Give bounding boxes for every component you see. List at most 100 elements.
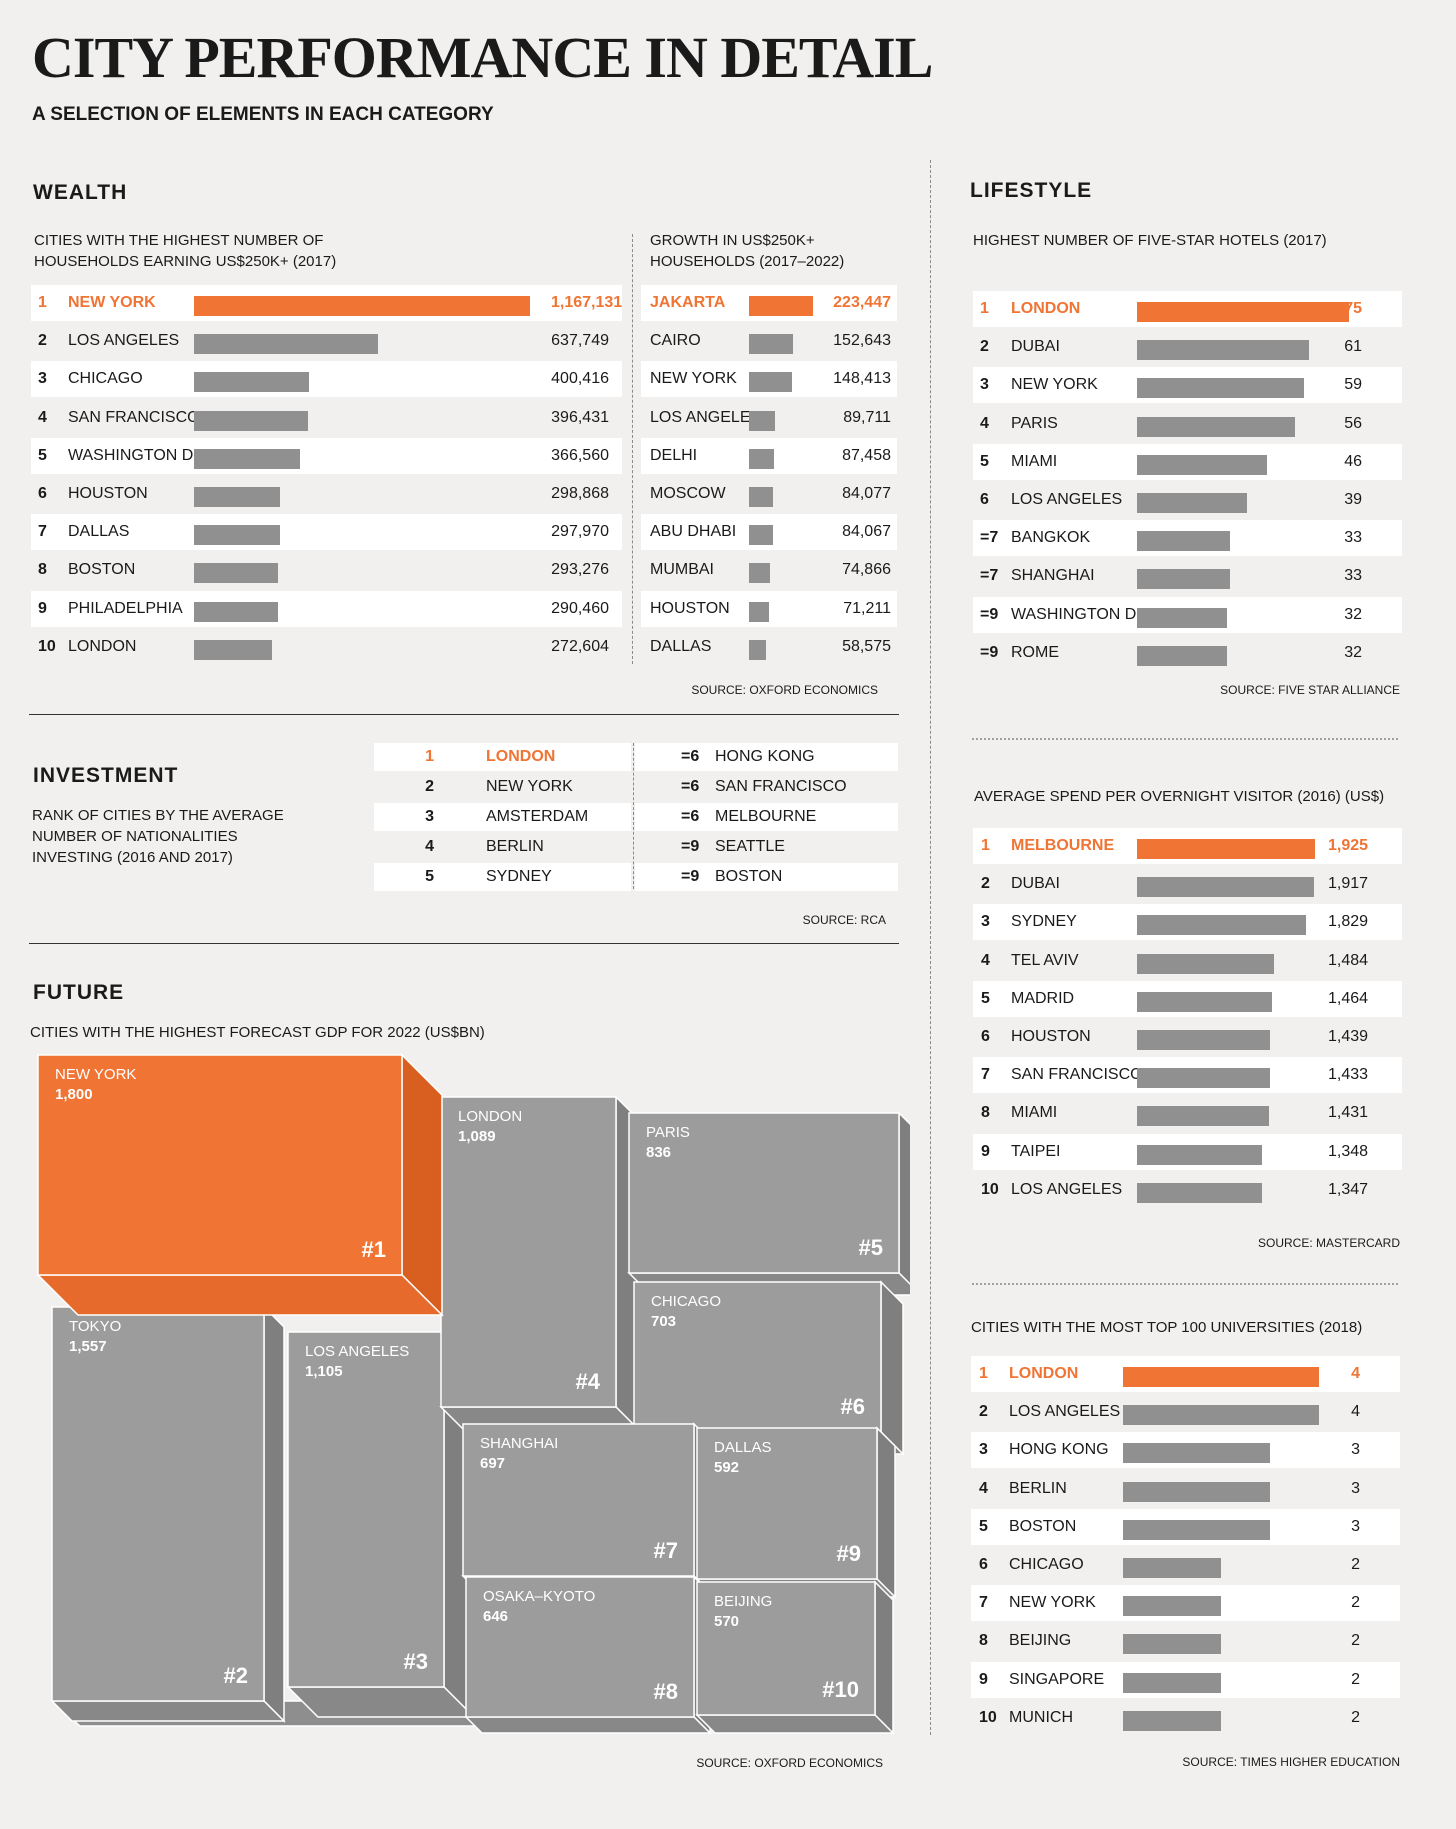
block-bottom-face [50, 1700, 286, 1722]
city-label: LONDON [1011, 300, 1081, 317]
universities-source: SOURCE: TIMES HIGHER EDUCATION [1182, 1755, 1400, 1769]
city-label: ABU DHABI [650, 523, 737, 541]
data-label: 2 [1351, 1556, 1360, 1573]
spend-source: SOURCE: MASTERCARD [1257, 1236, 1400, 1250]
city-label: MIAMI [1011, 1104, 1058, 1122]
rank-label: 6 [980, 491, 989, 508]
block-city-label: LOS ANGELES [305, 1343, 409, 1360]
data-label: 89,711 [843, 408, 891, 426]
rank-label: 5 [425, 868, 434, 885]
block-value-label: 697 [480, 1455, 505, 1472]
data-label: 3 [1351, 1441, 1360, 1459]
column-divider [930, 160, 931, 1735]
bar [1137, 1030, 1270, 1050]
block-value-label: 836 [646, 1144, 671, 1161]
city-label: BERLIN [1009, 1479, 1067, 1497]
city-label: LONDON [486, 748, 556, 765]
city-label: MUMBAI [650, 561, 714, 579]
rank-label: 6 [38, 485, 47, 502]
block-value-label: 592 [714, 1459, 739, 1476]
data-label: 400,416 [551, 370, 609, 388]
city-label: HOUSTON [650, 599, 730, 617]
bar [1137, 531, 1230, 552]
investment-row: =9 BOSTON [635, 863, 898, 891]
data-label: 33 [1344, 529, 1362, 547]
bar [1123, 1672, 1221, 1693]
investment-row: =6 HONG KONG [635, 743, 898, 771]
investment-table: 1 LONDON 2 NEW YORK 3 AMSTERDAM 4 BERLIN 5 SYDNEY… [374, 743, 898, 891]
city-label: MUNICH [1009, 1708, 1073, 1726]
rank-label: 1 [38, 294, 47, 311]
wealth-source: SOURCE: OXFORD ECONOMICS [691, 683, 878, 697]
table-row: 5 MADRID 1,464 [973, 980, 1402, 1017]
city-label: PHILADELPHIA [68, 599, 183, 617]
rank-label: 1 [981, 837, 990, 854]
bar [1137, 454, 1267, 475]
rank-label: =9 [681, 838, 700, 855]
city-label: NEW YORK [1011, 376, 1098, 394]
households-chart: 1 NEW YORK 1,167,131 2 LOS ANGELES 637,749 3 CH… [31, 285, 622, 665]
rank-label: 3 [980, 376, 989, 394]
block-city-label: SHANGHAI [480, 1435, 558, 1452]
city-label: SEATTLE [715, 838, 785, 855]
bar [749, 296, 813, 316]
city-label: BERLIN [486, 838, 544, 855]
block-value-label: 1,089 [458, 1128, 496, 1145]
bar [1123, 1596, 1221, 1617]
rank-label: =9 [980, 643, 999, 661]
table-row: 2 LOS ANGELES 637,749 [31, 323, 622, 359]
wealth-divider [632, 234, 633, 664]
block-paris [628, 1112, 900, 1274]
investment-heading: INVESTMENT [33, 764, 179, 787]
city-label: DALLAS [68, 523, 130, 541]
bar [1137, 915, 1306, 936]
table-row: =9 ROME 32 [973, 635, 1402, 671]
data-label: 46 [1344, 452, 1362, 470]
bar [749, 563, 770, 584]
data-label: 1,464 [1328, 989, 1369, 1007]
bar [1137, 493, 1247, 513]
bar [194, 334, 378, 355]
growth-caption: GROWTH IN US$250K+ HOUSEHOLDS (2017–2022… [650, 232, 845, 270]
block-side-face [876, 1426, 896, 1599]
table-row: 7 NEW YORK 2 [971, 1585, 1400, 1622]
spend-chart: 1 MELBOURNE 1,925 2 DUBAI 1,917 3 SYDNEY 1,829 4 T… [973, 828, 1402, 1208]
bar [1123, 1405, 1319, 1426]
city-label: CAIRO [650, 332, 701, 350]
table-row: 6 HOUSTON 298,868 [31, 476, 622, 512]
block-bottom-face [464, 1716, 712, 1734]
table-row: 3 HONG KONG 3 [971, 1432, 1400, 1469]
table-row: MUMBAI 74,866 [641, 552, 897, 588]
data-label: 3 [1351, 1479, 1360, 1497]
table-row: DALLAS 58,575 [641, 629, 897, 665]
block-city-label: LONDON [458, 1108, 522, 1125]
rank-label: 5 [980, 452, 989, 470]
table-row: =7 BANGKOK 33 [973, 520, 1402, 557]
section-dotted-rule [972, 1283, 1398, 1285]
table-row: 10 LONDON 272,604 [31, 629, 622, 665]
bar [194, 296, 530, 316]
city-label: DUBAI [1011, 875, 1060, 893]
page-subtitle: A SELECTION OF ELEMENTS IN EACH CATEGORY [32, 104, 494, 125]
table-row: ABU DHABI 84,067 [641, 514, 897, 551]
investment-row: 1 LONDON [374, 743, 631, 771]
block-city-label: DALLAS [714, 1439, 772, 1456]
rank-label: 10 [38, 637, 56, 655]
spend-caption: AVERAGE SPEND PER OVERNIGHT VISITOR (201… [974, 788, 1385, 805]
bar [1123, 1443, 1270, 1464]
city-label: ROME [1011, 643, 1059, 661]
rank-label: =9 [980, 605, 999, 623]
rank-label: =7 [980, 529, 999, 547]
table-row: 3 SYDNEY 1,829 [973, 904, 1402, 941]
table-row: 5 BOSTON 3 [971, 1508, 1400, 1545]
gdp-caption: CITIES WITH THE HIGHEST FORECAST GDP FOR… [30, 1024, 485, 1041]
investment-row: =9 SEATTLE [635, 833, 898, 861]
city-label: SYDNEY [1011, 913, 1077, 931]
hotels-chart: 1 LONDON 75 2 DUBAI 61 3 NEW YORK 59 4 PARIS 56 5 MIA… [973, 291, 1402, 671]
data-label: 84,077 [842, 485, 891, 502]
rank-label: 9 [979, 1670, 988, 1688]
rank-label: 3 [981, 913, 990, 931]
block-city-label: CHICAGO [651, 1293, 721, 1310]
data-label: 297,970 [551, 523, 609, 541]
table-row: 7 DALLAS 297,970 [31, 514, 622, 551]
